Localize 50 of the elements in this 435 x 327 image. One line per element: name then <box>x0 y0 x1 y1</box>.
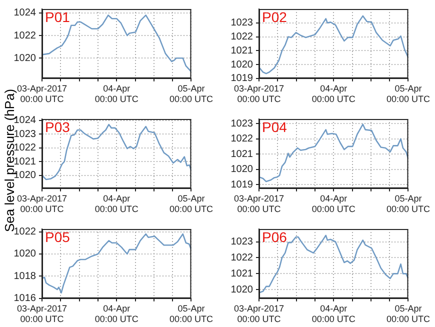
x-tick-label: 04-Apr 00:00 UTC <box>94 193 139 214</box>
x-tick-label: 04-Apr 00:00 UTC <box>94 303 139 324</box>
chart-title: P05 <box>45 228 70 245</box>
chart-title: P01 <box>45 8 70 25</box>
y-tick-label: 1021 <box>230 268 254 280</box>
x-tick-label: 03-Apr-2017 00:00 UTC <box>234 303 284 324</box>
chart-title: P03 <box>45 118 70 135</box>
y-tick-label: 1019 <box>230 179 254 190</box>
x-tick-label: 05-Apr 00:00 UTC <box>169 83 214 104</box>
y-tick-label: 1021 <box>14 156 36 168</box>
y-tick-label: 1020 <box>14 52 36 64</box>
y-tick-label: 1020 <box>230 284 254 296</box>
y-tick-label: 1020 <box>14 170 36 182</box>
x-tick-label: 05-Apr 00:00 UTC <box>169 303 214 324</box>
y-tick-label: 1023 <box>14 128 36 140</box>
y-tick-label: 1024 <box>14 8 36 19</box>
x-tick-label: 05-Apr 00:00 UTC <box>386 83 430 104</box>
y-tick-label: 1020 <box>14 248 36 260</box>
chart-title: P02 <box>262 8 288 25</box>
y-tick-label: 1022 <box>14 30 36 42</box>
x-tick-label: 04-Apr 00:00 UTC <box>312 83 356 104</box>
y-tick-label: 1016 <box>14 293 36 304</box>
x-tick-label: 04-Apr 00:00 UTC <box>312 193 356 214</box>
x-tick-label: 05-Apr 00:00 UTC <box>386 303 430 324</box>
y-tick-label: 1023 <box>230 18 254 29</box>
y-tick-label: 1023 <box>230 236 254 248</box>
y-tick-label: 1021 <box>230 45 254 56</box>
x-tick-label: 03-Apr-2017 00:00 UTC <box>16 83 68 104</box>
chart-title: P04 <box>262 118 288 135</box>
y-tick-label: 1020 <box>230 164 254 176</box>
y-tick-label: 1022 <box>14 142 36 154</box>
y-tick-label: 1020 <box>230 59 254 70</box>
x-tick-label: 03-Apr-2017 00:00 UTC <box>16 193 68 214</box>
x-tick-label: 03-Apr-2017 00:00 UTC <box>16 303 68 324</box>
x-tick-label: 05-Apr 00:00 UTC <box>169 193 214 214</box>
y-tick-label: 1024 <box>14 115 36 126</box>
x-tick-label: 03-Apr-2017 00:00 UTC <box>234 83 284 104</box>
y-tick-label: 1022 <box>230 32 254 43</box>
y-tick-label: 1022 <box>230 252 254 264</box>
y-tick-label: 1023 <box>230 118 254 130</box>
x-tick-label: 03-Apr-2017 00:00 UTC <box>234 193 284 214</box>
y-tick-label: 1019 <box>230 73 254 84</box>
y-tick-label: 1022 <box>14 226 36 238</box>
x-tick-label: 04-Apr 00:00 UTC <box>312 303 356 324</box>
x-tick-label: 04-Apr 00:00 UTC <box>94 83 139 104</box>
chart-title: P06 <box>262 228 288 245</box>
y-tick-label: 1018 <box>14 270 36 282</box>
y-tick-label: 1021 <box>230 148 254 160</box>
x-tick-label: 05-Apr 00:00 UTC <box>386 193 430 214</box>
y-tick-label: 1022 <box>230 134 254 145</box>
